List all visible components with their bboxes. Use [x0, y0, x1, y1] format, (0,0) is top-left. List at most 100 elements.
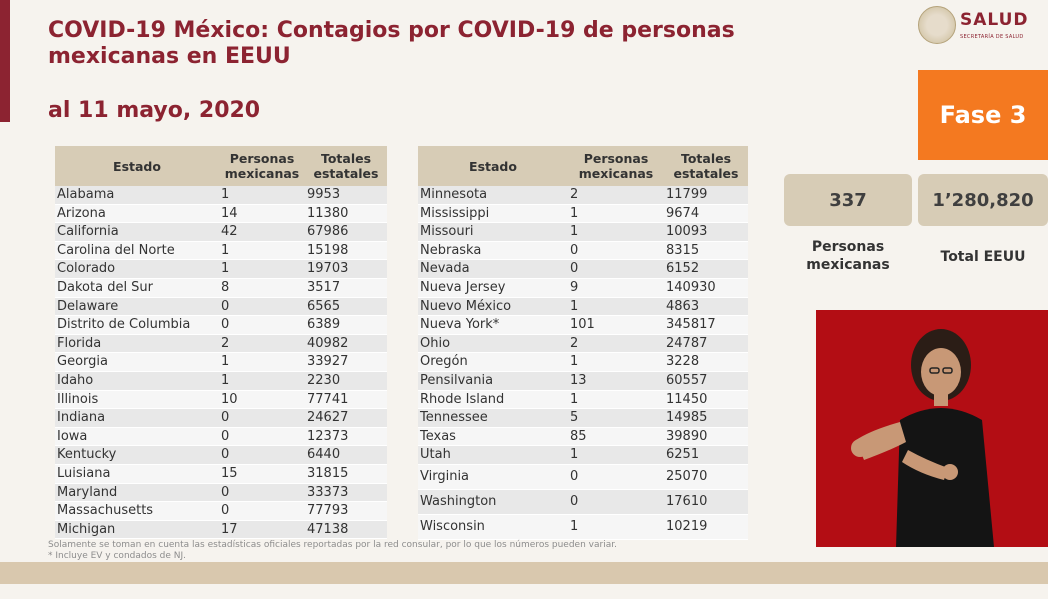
cell-personas: 5 [568, 408, 664, 428]
interpreter-figure-icon [851, 329, 994, 547]
table-row: Nueva York* 101 345817 [418, 315, 748, 335]
cell-personas: 13 [568, 371, 664, 391]
table-row: Nuevo México 1 4863 [418, 297, 748, 317]
cell-totales: 10093 [664, 222, 748, 242]
cell-estado: Luisiana [55, 464, 219, 484]
cell-totales: 17610 [664, 489, 748, 515]
cell-totales: 6251 [664, 445, 748, 465]
footnote-2: * Incluye EV y condados de NJ. [48, 551, 187, 561]
total-stat-label: Total EEUU [940, 249, 1026, 265]
cell-totales: 6440 [305, 445, 387, 465]
table-row: Alabama 1 9953 [55, 186, 387, 205]
table-row: Wisconsin 1 10219 [418, 514, 748, 540]
cell-totales: 9953 [305, 186, 387, 205]
cell-totales: 47138 [305, 520, 387, 540]
table-row: Ohio 2 24787 [418, 334, 748, 354]
table-row: Dakota del Sur 8 3517 [55, 278, 387, 298]
table-row: Washington 0 17610 [418, 489, 748, 515]
cell-personas: 1 [568, 445, 664, 465]
cell-estado: Nuevo México [418, 297, 568, 317]
col-header-totales: Totales estatales [664, 146, 748, 186]
table-row: Florida 2 40982 [55, 334, 387, 354]
cell-personas: 0 [219, 427, 305, 447]
table-row: Nebraska 0 8315 [418, 241, 748, 261]
col-header-estado: Estado [55, 146, 219, 186]
cell-totales: 25070 [664, 464, 748, 490]
cell-personas: 0 [219, 408, 305, 428]
total-stat: 1’280,820 [918, 174, 1048, 226]
interpreter-video [816, 310, 1048, 547]
cell-estado: Idaho [55, 371, 219, 391]
cell-estado: Mississippi [418, 204, 568, 224]
cell-personas: 0 [219, 297, 305, 317]
cell-estado: Nueva York* [418, 315, 568, 335]
table-row: Distrito de Columbia 0 6389 [55, 315, 387, 335]
cell-estado: Iowa [55, 427, 219, 447]
cell-estado: Arizona [55, 204, 219, 224]
cell-estado: Nevada [418, 259, 568, 279]
cell-estado: Massachusetts [55, 501, 219, 521]
col-header-personas: Personas mexicanas [219, 146, 305, 186]
cell-estado: Alabama [55, 186, 219, 205]
table-row: Utah 1 6251 [418, 445, 748, 465]
cell-personas: 1 [219, 371, 305, 391]
cell-totales: 33373 [305, 483, 387, 503]
cell-estado: Virginia [418, 464, 568, 490]
footnote-1: Solamente se toman en cuenta las estadís… [48, 540, 617, 550]
table-row: Luisiana 15 31815 [55, 464, 387, 484]
table-row: Kentucky 0 6440 [55, 445, 387, 465]
col-header-personas: Personas mexicanas [568, 146, 664, 186]
cell-estado: Georgia [55, 352, 219, 372]
cell-personas: 0 [219, 501, 305, 521]
cell-totales: 345817 [664, 315, 748, 335]
cell-totales: 8315 [664, 241, 748, 261]
cell-estado: Illinois [55, 390, 219, 410]
cell-personas: 1 [219, 259, 305, 279]
cell-estado: California [55, 222, 219, 242]
table-row: Maryland 0 33373 [55, 483, 387, 503]
cell-totales: 60557 [664, 371, 748, 391]
cell-totales: 11380 [305, 204, 387, 224]
table-row: Tennessee 5 14985 [418, 408, 748, 428]
cell-estado: Utah [418, 445, 568, 465]
cell-personas: 1 [568, 514, 664, 540]
table-row: Nevada 0 6152 [418, 259, 748, 279]
cell-estado: Michigan [55, 520, 219, 540]
table-row: Iowa 0 12373 [55, 427, 387, 447]
cell-totales: 19703 [305, 259, 387, 279]
page-subtitle: al 11 mayo, 2020 [48, 98, 261, 123]
cell-totales: 24787 [664, 334, 748, 354]
table-row: Carolina del Norte 1 15198 [55, 241, 387, 261]
states-table-left: Estado Personas mexicanas Totales estata… [55, 146, 387, 540]
cell-totales: 140930 [664, 278, 748, 298]
table-row: Nueva Jersey 9 140930 [418, 278, 748, 298]
table-row: Indiana 0 24627 [55, 408, 387, 428]
cell-estado: Rhode Island [418, 390, 568, 410]
cell-personas: 9 [568, 278, 664, 298]
table-row: Pensilvania 13 60557 [418, 371, 748, 391]
table-row: Delaware 0 6565 [55, 297, 387, 317]
table-row: Texas 85 39890 [418, 427, 748, 447]
table-row: Mississippi 1 9674 [418, 204, 748, 224]
cell-totales: 40982 [305, 334, 387, 354]
cell-estado: Nueva Jersey [418, 278, 568, 298]
cell-personas: 0 [568, 259, 664, 279]
table-row: Georgia 1 33927 [55, 352, 387, 372]
cell-estado: Washington [418, 489, 568, 515]
cell-personas: 1 [568, 204, 664, 224]
cell-totales: 15198 [305, 241, 387, 261]
cell-totales: 11799 [664, 186, 748, 205]
table-row: Missouri 1 10093 [418, 222, 748, 242]
cell-estado: Missouri [418, 222, 568, 242]
cell-estado: Delaware [55, 297, 219, 317]
salud-logo: SALUD SECRETARÍA DE SALUD [918, 6, 1038, 46]
col-header-estado: Estado [418, 146, 568, 186]
cell-personas: 2 [568, 334, 664, 354]
table-row: Massachusetts 0 77793 [55, 501, 387, 521]
cell-totales: 11450 [664, 390, 748, 410]
cell-totales: 3517 [305, 278, 387, 298]
logo-tagline: SECRETARÍA DE SALUD [960, 34, 1024, 40]
cell-estado: Carolina del Norte [55, 241, 219, 261]
cell-estado: Maryland [55, 483, 219, 503]
table-row: Michigan 17 47138 [55, 520, 387, 540]
